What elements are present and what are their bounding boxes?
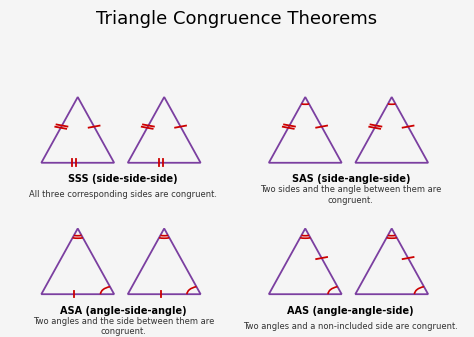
Text: ASA (angle-side-angle): ASA (angle-side-angle) [60,306,187,316]
Text: Two angles and the side between them are
congruent.: Two angles and the side between them are… [33,317,214,336]
Text: Triangle Congruence Theorems: Triangle Congruence Theorems [96,10,378,28]
Text: SAS (side-angle-side): SAS (side-angle-side) [292,174,410,184]
Text: Two angles and a non-included side are congruent.: Two angles and a non-included side are c… [243,322,458,331]
Text: Two sides and the angle between them are
congruent.: Two sides and the angle between them are… [260,185,441,205]
Text: AAS (angle-angle-side): AAS (angle-angle-side) [287,306,414,316]
Text: SSS (side-side-side): SSS (side-side-side) [68,174,178,184]
Text: All three corresponding sides are congruent.: All three corresponding sides are congru… [29,190,217,200]
